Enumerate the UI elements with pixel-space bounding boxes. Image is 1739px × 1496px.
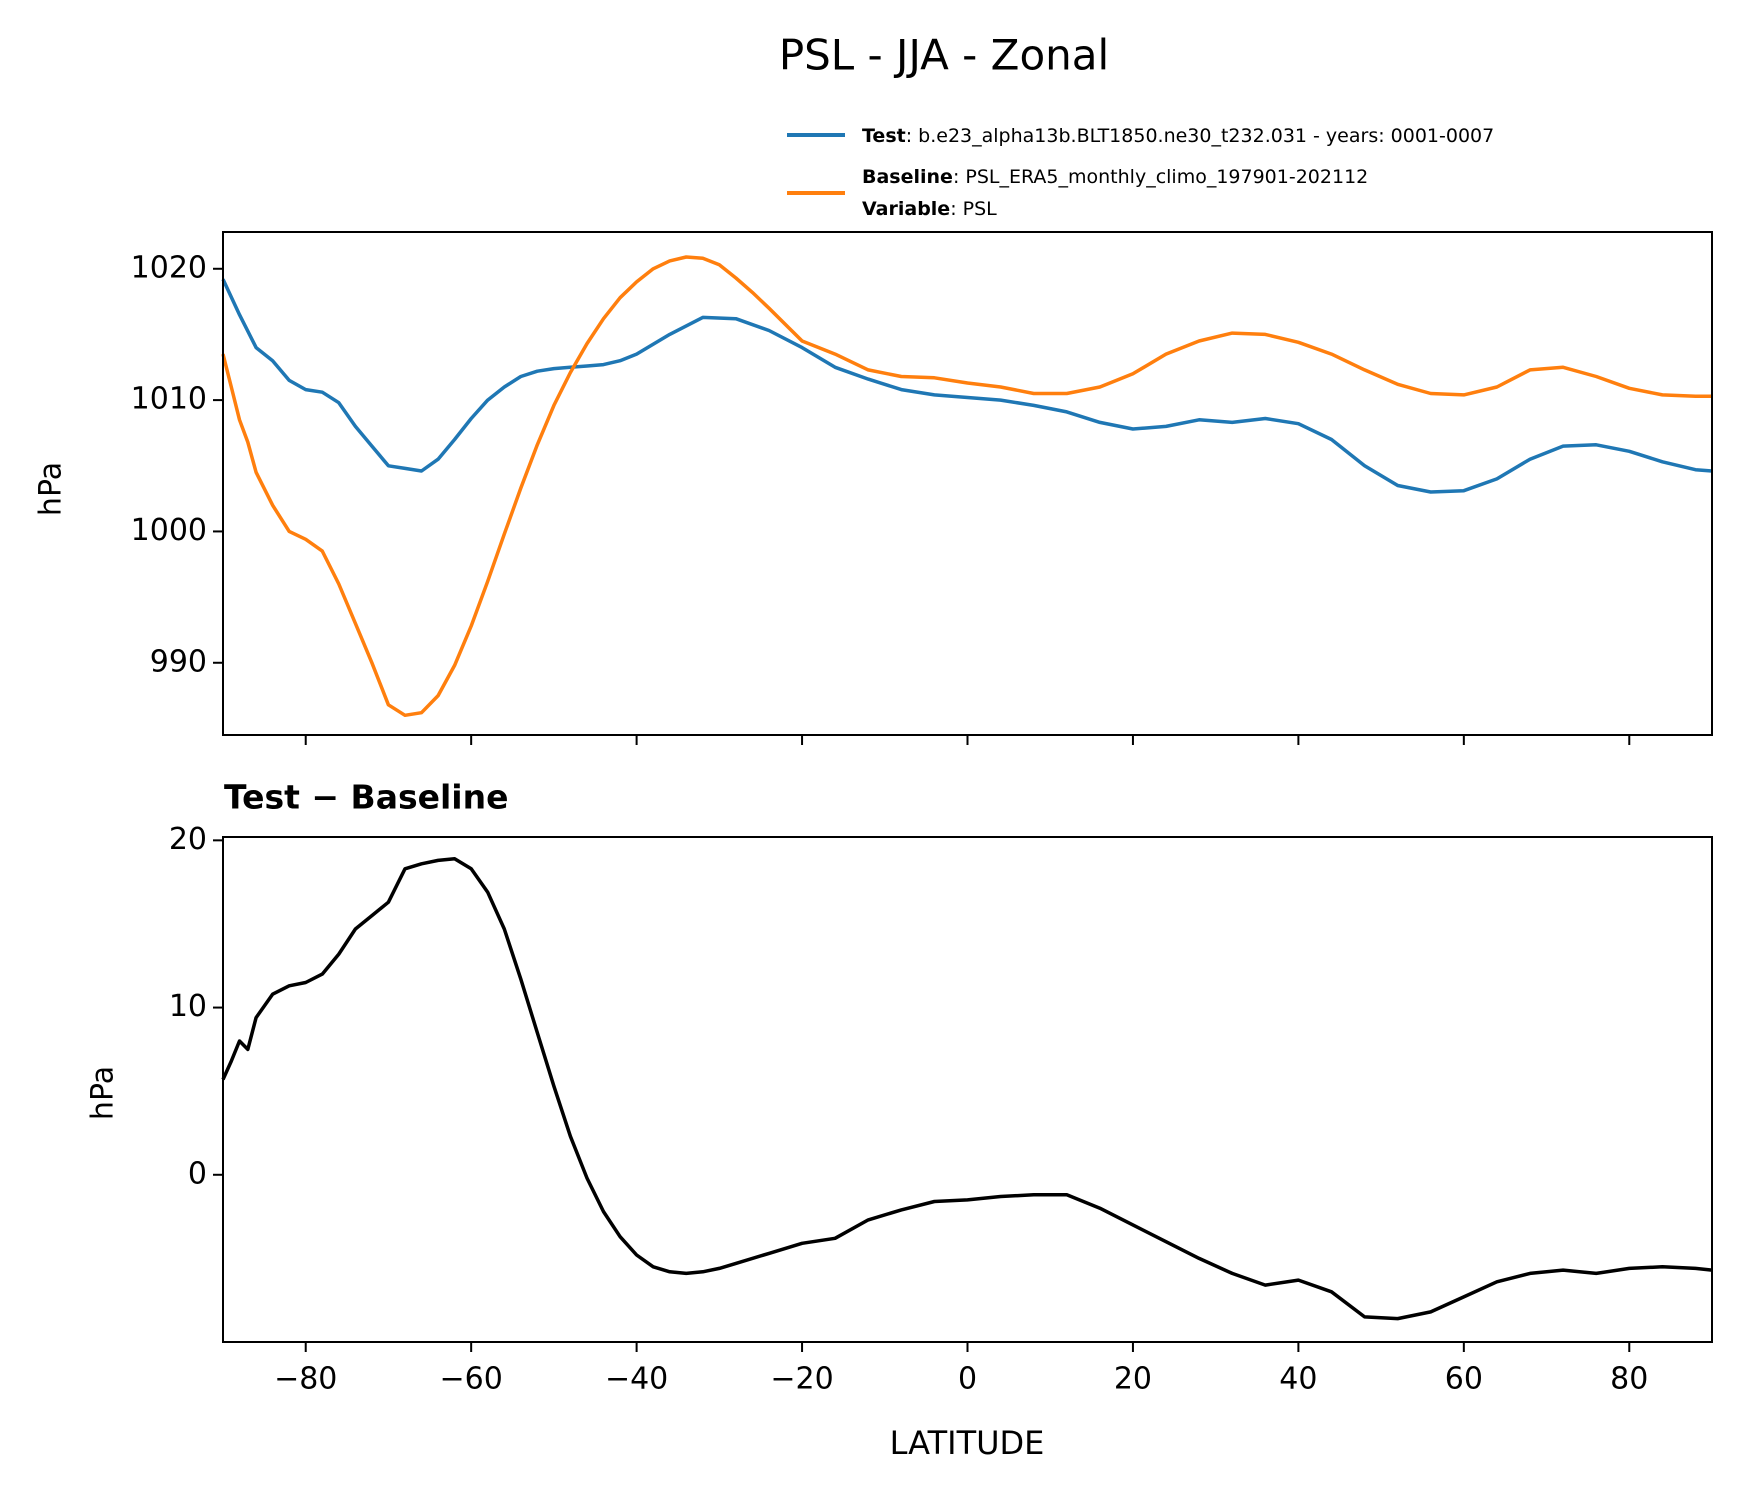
- bottom-panel-plot-area: [221, 856, 1713, 1321]
- y-tick-label: 990: [150, 644, 207, 679]
- x-tick-label: 80: [1610, 1362, 1648, 1397]
- difference-line: [221, 856, 1713, 1321]
- bottom-panel-title: Test − Baseline: [224, 778, 509, 817]
- x-tick-label: −20: [770, 1362, 833, 1397]
- legend-test-entry: Test: b.e23_alpha13b.BLT1850.ne30_t232.0…: [862, 125, 1494, 147]
- top-panel-x-axis: [304, 735, 1631, 745]
- bottom-panel-ylabel: hPa: [86, 1066, 121, 1120]
- x-tick-label: −60: [440, 1362, 503, 1397]
- bottom-panel-xlabel: LATITUDE: [890, 1424, 1045, 1462]
- test-line: [221, 278, 1713, 494]
- y-tick-label: 0: [188, 1156, 207, 1191]
- legend-baseline-entry: Baseline: PSL_ERA5_monthly_climo_197901-…: [862, 166, 1368, 188]
- figure-title: PSL - JJA - Zonal: [779, 31, 1109, 80]
- y-tick-label: 20: [169, 822, 207, 857]
- y-tick-label: 1020: [131, 250, 207, 285]
- y-tick-label: 1000: [131, 513, 207, 548]
- y-tick-label: 1010: [131, 382, 207, 417]
- x-tick-label: 60: [1445, 1362, 1483, 1397]
- top-panel-ylabel: hPa: [34, 462, 69, 516]
- legend-variable-label: Variable: [862, 198, 950, 220]
- legend-baseline-text: : PSL_ERA5_monthly_climo_197901-202112: [953, 166, 1368, 188]
- legend-variable-entry: Variable: PSL: [862, 198, 997, 220]
- bottom-panel-y-axis: 0 10 20: [169, 822, 223, 1191]
- bottom-panel-x-axis: −80 −60 −40 −20 0 20 40 60 80: [274, 1342, 1648, 1397]
- legend-baseline-label: Baseline: [862, 166, 953, 188]
- x-tick-label: −40: [605, 1362, 668, 1397]
- baseline-line: [221, 255, 1712, 718]
- legend-variable-text: : PSL: [950, 198, 997, 220]
- top-panel-y-axis: 990 1000 1010 1020: [131, 250, 223, 679]
- x-tick-label: 40: [1279, 1362, 1317, 1397]
- top-panel-plot-area: [221, 255, 1713, 718]
- legend-test-text: : b.e23_alpha13b.BLT1850.ne30_t232.031 -…: [906, 125, 1495, 147]
- legend: Test: b.e23_alpha13b.BLT1850.ne30_t232.0…: [787, 125, 1494, 220]
- legend-test-label: Test: [862, 125, 906, 147]
- x-tick-label: 20: [1114, 1362, 1152, 1397]
- top-panel: 990 1000 1010 1020 hPa: [34, 231, 1713, 745]
- y-tick-label: 10: [169, 989, 207, 1024]
- x-tick-label: 0: [958, 1362, 977, 1397]
- x-tick-label: −80: [274, 1362, 337, 1397]
- bottom-panel: Test − Baseline 0 10 20 −80 −60 −40 −20 0 20 40 6…: [86, 778, 1713, 1462]
